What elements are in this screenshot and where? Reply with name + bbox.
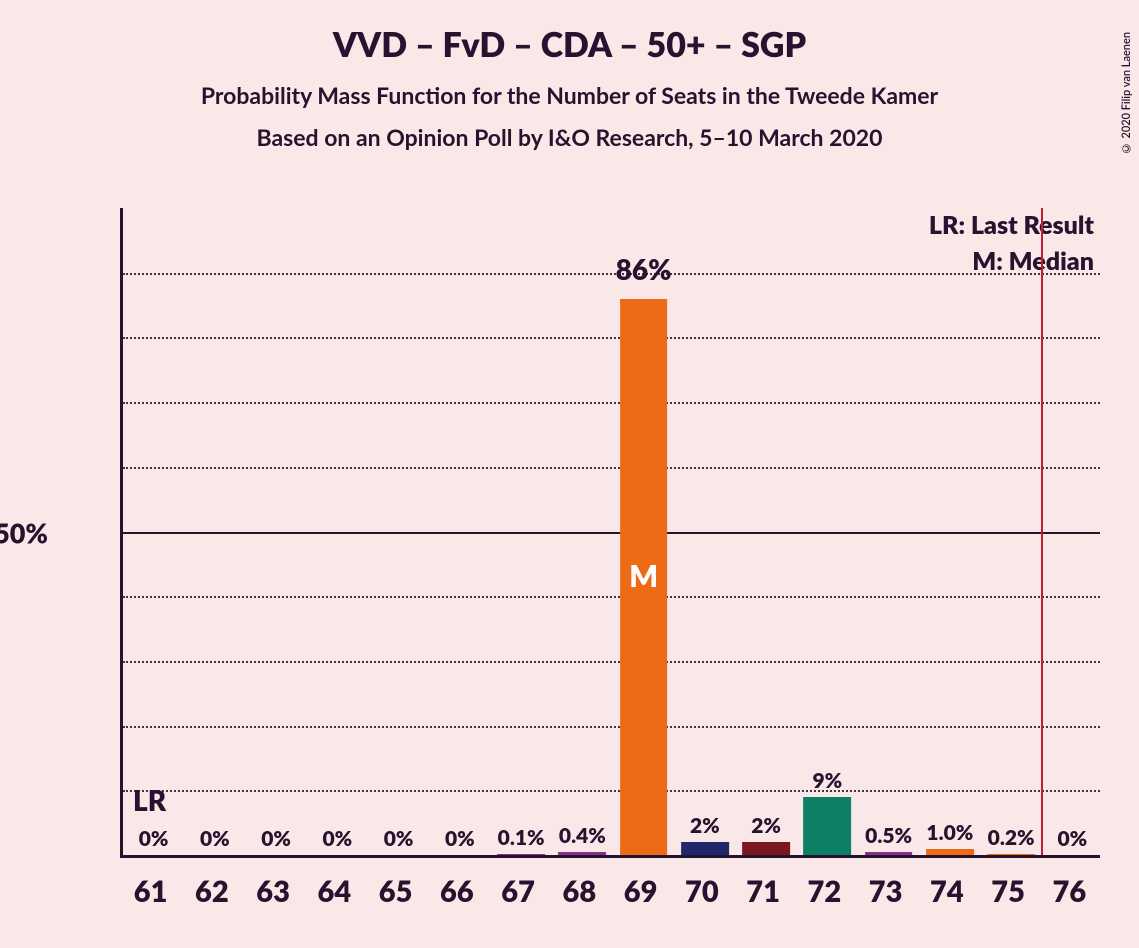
x-label-74: 74 — [930, 874, 964, 909]
x-label-75: 75 — [991, 874, 1025, 909]
bar-slot-72: 9% — [797, 208, 858, 855]
x-label-72: 72 — [808, 874, 842, 909]
bar-label-71: 2% — [751, 813, 781, 838]
chart-subtitle-1: Probability Mass Function for the Number… — [0, 81, 1139, 109]
bar-70 — [681, 842, 729, 855]
y-tick-50: 50% — [0, 517, 48, 550]
median-marker: M — [629, 558, 658, 594]
bar-label-62: 0% — [200, 826, 230, 851]
bar-label-70: 2% — [690, 813, 720, 838]
x-label-71: 71 — [746, 874, 780, 909]
bar-slot-67: 0.1% — [491, 208, 552, 855]
bar-slot-68: 0.4% — [552, 208, 613, 855]
bar-label-64: 0% — [323, 826, 353, 851]
bar-slot-70: 2% — [674, 208, 735, 855]
x-label-70: 70 — [685, 874, 719, 909]
bar-slot-74: 1.0% — [919, 208, 980, 855]
bar-label-69: 86% — [616, 252, 672, 286]
bar-label-74: 1.0% — [926, 820, 973, 845]
x-label-64: 64 — [318, 874, 352, 909]
bar-75 — [987, 854, 1035, 855]
bar-slot-73: 0.5% — [858, 208, 919, 855]
bar-label-75: 0.2% — [988, 825, 1035, 850]
bar-label-66: 0% — [445, 826, 475, 851]
bar-label-73: 0.5% — [865, 823, 912, 848]
last-result-line — [1041, 208, 1043, 855]
bar-slot-65: 0% — [368, 208, 429, 855]
bar-slot-76: 0% — [1042, 208, 1103, 855]
x-label-62: 62 — [195, 874, 229, 909]
bar-71 — [742, 842, 790, 855]
bar-label-72: 9% — [813, 768, 843, 793]
x-label-65: 65 — [379, 874, 413, 909]
bar-label-65: 0% — [384, 826, 414, 851]
bar-label-68: 0.4% — [559, 823, 606, 848]
x-label-66: 66 — [440, 874, 474, 909]
bar-slot-71: 2% — [736, 208, 797, 855]
bar-label-76: 0% — [1058, 826, 1088, 851]
bar-67 — [497, 854, 545, 855]
bar-slot-69: 86% M — [613, 208, 674, 855]
bars-container: 0% 0% 0% 0% 0% 0% 0.1% 0.4% 86% M 2% 2% 9% 0.5% 1.0% 0.… — [123, 208, 1100, 855]
bar-slot-66: 0% — [429, 208, 490, 855]
y-axis: 50% — [40, 208, 120, 858]
bar-72 — [803, 797, 851, 855]
bar-73 — [865, 852, 913, 855]
chart-title: VVD – FvD – CDA – 50+ – SGP — [0, 24, 1139, 65]
x-label-73: 73 — [869, 874, 903, 909]
x-label-63: 63 — [256, 874, 290, 909]
bar-slot-61: 0% — [123, 208, 184, 855]
x-label-68: 68 — [563, 874, 597, 909]
bar-slot-62: 0% — [184, 208, 245, 855]
bar-68 — [558, 852, 606, 855]
bar-label-67: 0.1% — [498, 825, 545, 850]
x-label-61: 61 — [134, 874, 168, 909]
x-label-67: 67 — [501, 874, 535, 909]
bar-label-61: 0% — [139, 826, 169, 851]
bar-slot-64: 0% — [307, 208, 368, 855]
copyright-text: © 2020 Filip van Laenen — [1120, 32, 1133, 154]
bar-slot-75: 0.2% — [981, 208, 1042, 855]
bar-label-63: 0% — [261, 826, 291, 851]
plot-area: LR: Last Result M: Median 0%0%0%0%0%0%0.… — [120, 208, 1100, 858]
bar-74 — [926, 849, 974, 855]
chart-area: 50% LR: Last Result M: Median 0%0%0%0%0%… — [40, 208, 1110, 928]
x-label-76: 76 — [1053, 874, 1087, 909]
chart-subtitle-2: Based on an Opinion Poll by I&O Research… — [0, 123, 1139, 151]
bar-slot-63: 0% — [246, 208, 307, 855]
last-result-label: LR — [133, 783, 166, 817]
x-axis-labels: 61 62 63 64 65 66 67 68 69 70 71 72 73 74 75 76 — [120, 868, 1100, 918]
x-label-69: 69 — [624, 874, 658, 909]
